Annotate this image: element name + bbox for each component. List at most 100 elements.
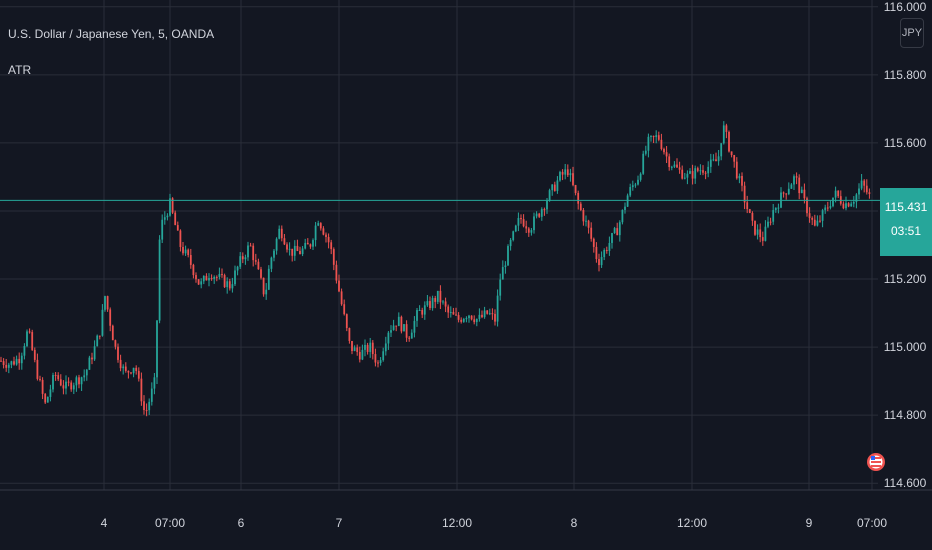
candle-body: [109, 309, 112, 326]
candle-body: [616, 228, 619, 236]
candle-body: [179, 230, 182, 248]
candle-body: [356, 347, 359, 353]
y-tick-label: 115.000: [884, 340, 927, 354]
candle-body: [41, 379, 44, 394]
candle-body: [559, 171, 561, 181]
x-axis[interactable]: 4 07:00 6 7 12:00 8 12:00 9 07:00: [101, 516, 888, 530]
candle-body: [689, 171, 691, 174]
candle-body: [364, 344, 366, 350]
candle-body: [278, 228, 281, 239]
candle-body: [621, 209, 624, 223]
candle-body: [244, 257, 247, 260]
candle-body: [223, 275, 226, 288]
candle-body: [618, 222, 621, 236]
candle-body: [819, 220, 821, 222]
candle-body: [759, 229, 762, 238]
candle-body: [444, 301, 447, 307]
candle-body: [317, 223, 320, 226]
candle-body: [161, 219, 164, 240]
candle-body: [834, 190, 837, 198]
candle-body: [148, 401, 151, 411]
candle-body: [52, 375, 54, 390]
candle-body: [720, 143, 723, 157]
candle-body: [70, 382, 73, 390]
candle-body: [798, 177, 801, 194]
candle-body: [652, 135, 655, 138]
candle-body: [218, 274, 221, 277]
candle-body: [738, 176, 741, 179]
candle-body: [806, 198, 808, 214]
candle-body: [777, 207, 780, 209]
candle-body: [101, 309, 104, 336]
candle-body: [351, 340, 353, 352]
candle-body: [829, 206, 832, 208]
candle-body: [725, 125, 728, 132]
candle-body: [442, 301, 444, 303]
candle-body: [140, 378, 143, 402]
candle-body: [200, 281, 203, 285]
candle-body: [816, 220, 819, 226]
candle-body: [208, 278, 210, 281]
candle-body: [868, 192, 871, 194]
candle-body: [104, 296, 106, 310]
candle-body: [730, 151, 733, 156]
candle-body: [0, 360, 2, 362]
symbol-title[interactable]: U.S. Dollar / Japanese Yen, 5, OANDA: [8, 27, 215, 41]
candle-body: [358, 352, 361, 360]
candle-body: [551, 184, 554, 191]
candle-body: [371, 342, 374, 355]
candle-body: [174, 212, 177, 226]
candle-body: [722, 125, 725, 144]
candle-body: [59, 379, 62, 386]
candle-body: [761, 237, 764, 241]
candle-body: [696, 168, 699, 171]
candle-body: [2, 361, 5, 365]
candle-body: [348, 328, 351, 341]
candle-body: [668, 156, 671, 168]
candle-body: [392, 325, 395, 331]
candle-body: [135, 367, 138, 371]
candle-body: [496, 295, 499, 322]
indicator-label[interactable]: ATR: [8, 63, 32, 77]
candle-body: [39, 378, 41, 380]
candle-body: [613, 228, 616, 234]
candle-body: [156, 320, 158, 378]
candle-body: [299, 250, 301, 255]
candle-body: [434, 298, 437, 302]
candle-body: [286, 244, 288, 250]
candle-body: [769, 221, 772, 223]
candle-body: [860, 180, 863, 189]
candle-body: [592, 238, 595, 247]
candle-body: [483, 310, 486, 318]
candle-body: [275, 238, 278, 251]
candle-body: [314, 225, 317, 241]
currency-badge[interactable]: JPY: [900, 18, 924, 48]
candle-body: [280, 228, 283, 239]
y-axis[interactable]: 114.600114.800115.000115.200115.400115.6…: [884, 0, 927, 490]
y-tick-label: 114.800: [884, 408, 927, 422]
candle-body: [130, 372, 132, 374]
candle-body: [462, 318, 465, 322]
candle-body: [488, 313, 491, 315]
candle-body: [634, 184, 637, 186]
candle-body: [132, 367, 135, 374]
candle-body: [236, 266, 239, 271]
candle-body: [642, 153, 645, 174]
candle-body: [717, 156, 720, 162]
candle-body: [395, 325, 398, 327]
candle-body: [735, 161, 738, 179]
us-flag-icon[interactable]: [867, 453, 885, 471]
candle-body: [782, 192, 785, 194]
candle-body: [509, 239, 512, 247]
candle-body: [626, 195, 629, 207]
candle-body: [800, 189, 803, 194]
candle-body: [681, 169, 684, 179]
candle-body: [143, 401, 145, 411]
candle-body: [543, 209, 546, 211]
candle-body: [231, 284, 234, 289]
candle-body: [228, 281, 231, 289]
candle-body: [327, 236, 330, 243]
candle-body: [187, 249, 190, 256]
